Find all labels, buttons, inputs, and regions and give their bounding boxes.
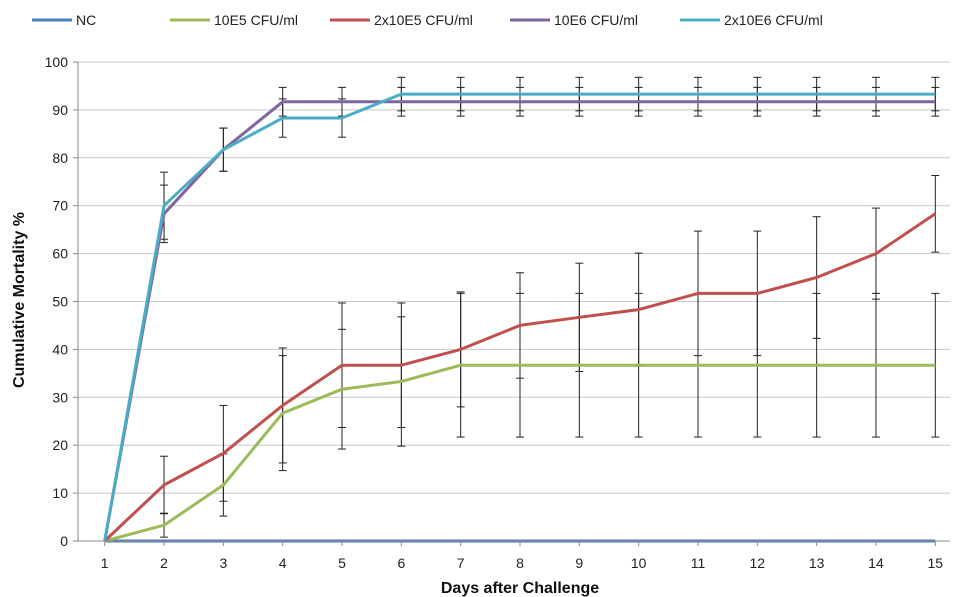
series-layer — [103, 76, 940, 543]
x-tick-label: 15 — [928, 555, 944, 571]
x-tick-label: 1 — [101, 555, 109, 571]
x-tick-label: 11 — [691, 555, 706, 571]
y-tick-label: 100 — [45, 54, 69, 70]
legend-label: 2x10E6 CFU/ml — [724, 12, 823, 28]
series-line — [103, 100, 936, 542]
legend-label: 10E5 CFU/ml — [214, 12, 298, 28]
series-3 — [160, 86, 940, 244]
y-tick-label: 60 — [52, 246, 68, 262]
y-tick-label: 40 — [52, 341, 68, 357]
legend-label: NC — [76, 12, 96, 28]
y-tick-label: 30 — [52, 389, 68, 405]
legend-item: 2x10E5 CFU/ml — [330, 12, 473, 28]
y-tick-label: 70 — [52, 198, 68, 214]
x-tick-label: 7 — [457, 555, 465, 571]
series-line — [103, 92, 936, 542]
legend-item: 10E5 CFU/ml — [170, 12, 298, 28]
series-1 — [160, 292, 940, 538]
legend-label: 2x10E5 CFU/ml — [374, 12, 473, 28]
y-tick-label: 50 — [52, 294, 68, 310]
legend-item: 2x10E6 CFU/ml — [680, 12, 823, 28]
x-tick-label: 14 — [868, 555, 884, 571]
legend-item: NC — [32, 12, 96, 28]
y-axis-title: Cumulative Mortality % — [11, 212, 28, 388]
y-tick-label: 0 — [60, 533, 68, 549]
y-tick-label: 90 — [52, 102, 68, 118]
x-axis-title: Days after Challenge — [441, 580, 599, 597]
x-tick-label: 6 — [397, 555, 405, 571]
y-tick-label: 10 — [52, 485, 68, 501]
x-tick-label: 10 — [631, 555, 647, 571]
legend: NC 10E5 CFU/ml 2x10E5 CFU/ml 10E6 CFU/ml 2x1… — [32, 12, 823, 28]
x-tick-label: 8 — [516, 555, 524, 571]
x-tick-label: 13 — [809, 555, 825, 571]
y-tick-label: 80 — [52, 150, 68, 166]
x-tick-label: 3 — [219, 555, 227, 571]
series-line — [103, 212, 937, 543]
legend-label: 10E6 CFU/ml — [554, 12, 638, 28]
series-2 — [160, 175, 940, 515]
series-line — [104, 363, 936, 543]
x-tick-label: 4 — [279, 555, 287, 571]
x-tick-label: 2 — [160, 555, 168, 571]
x-tick-label: 12 — [750, 555, 766, 571]
x-tick-label: 5 — [338, 555, 346, 571]
x-tick-label: 9 — [575, 555, 583, 571]
legend-item: 10E6 CFU/ml — [510, 12, 638, 28]
y-tick-label: 20 — [52, 437, 68, 453]
